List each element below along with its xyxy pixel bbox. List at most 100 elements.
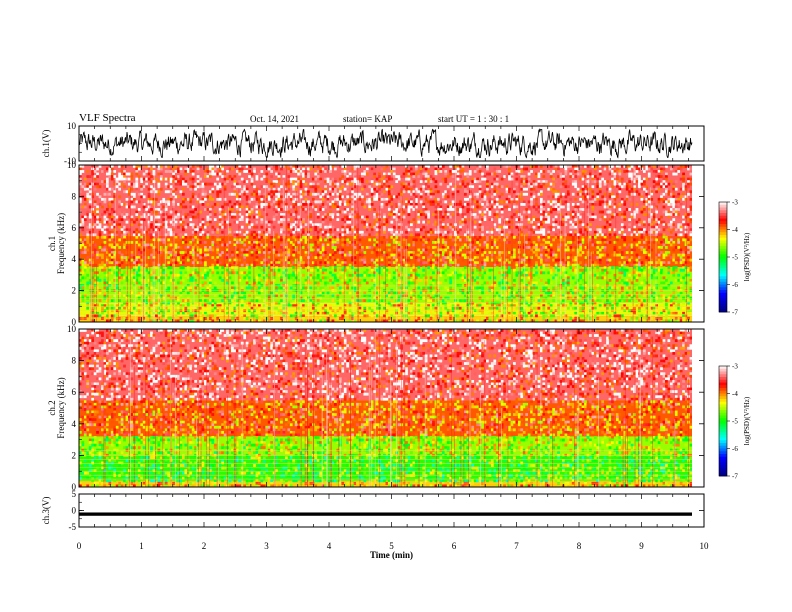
spectrogram-cell xyxy=(341,218,345,222)
spectrogram-cell xyxy=(603,215,607,219)
spectrogram-cell xyxy=(618,261,622,265)
spectrogram-cell xyxy=(618,208,622,211)
spectrogram-cell xyxy=(537,192,541,196)
spectrogram-cell xyxy=(672,185,676,189)
spectrogram-cell xyxy=(233,233,237,237)
spectrogram-cell xyxy=(245,213,249,216)
spectrogram-cell xyxy=(620,228,624,232)
spectrogram-cell xyxy=(669,220,673,224)
spectrogram-cell xyxy=(201,202,205,206)
spectrogram-cell xyxy=(689,266,693,270)
spectrogram-cell xyxy=(407,213,411,216)
spectrogram-cell xyxy=(446,213,450,216)
spectrogram-cell xyxy=(321,235,325,239)
spectrogram-cell xyxy=(196,213,200,216)
spectrogram-cell xyxy=(96,172,99,176)
spectrogram-cell xyxy=(662,210,666,214)
spectrogram-cell xyxy=(184,251,188,254)
spectrogram-cell xyxy=(334,240,337,244)
spectrogram-cell xyxy=(103,235,107,239)
spectrogram-cell xyxy=(628,165,631,168)
spectrogram-cell xyxy=(495,213,499,216)
spectrogram-cell xyxy=(407,187,411,191)
spectrogram-cell xyxy=(407,170,411,173)
spectrogram-cell xyxy=(262,268,266,272)
spectrogram-cell xyxy=(576,167,580,171)
spectrogram-cell xyxy=(387,261,391,265)
spectrogram-cell xyxy=(576,213,580,216)
spectrogram-cell xyxy=(647,218,651,222)
spectrogram-cell xyxy=(245,251,249,254)
spectrogram-cell xyxy=(633,248,636,252)
spectrogram-cell xyxy=(520,258,524,262)
spectrogram-cell xyxy=(532,253,536,257)
spectrogram-cell xyxy=(471,261,475,265)
spectrogram-cell xyxy=(532,251,536,254)
spectrogram-cell xyxy=(137,233,141,237)
spectrogram-cell xyxy=(135,256,139,259)
spectrogram-cell xyxy=(400,208,403,211)
spectrogram-cell xyxy=(606,205,609,209)
spectrogram-cell xyxy=(233,192,237,196)
spectrogram-cell xyxy=(574,223,578,227)
spectrogram-cell xyxy=(338,195,342,199)
spectrogram-cell xyxy=(118,230,121,234)
spectrogram-cell xyxy=(137,208,141,211)
spectrogram-cell xyxy=(390,261,394,265)
spectrogram-cell xyxy=(486,187,489,191)
spectrogram-cell xyxy=(321,248,325,252)
spectrogram-cell xyxy=(108,243,112,247)
spectrogram-cell xyxy=(341,251,345,254)
spectrogram-cell xyxy=(387,187,391,191)
spectrogram-cell xyxy=(615,167,619,171)
spectrogram-cell xyxy=(152,225,156,229)
spectrogram-cell xyxy=(640,220,644,224)
spectrogram-cell xyxy=(321,253,325,257)
spectrogram-cell xyxy=(204,253,207,257)
spectrogram-cell xyxy=(603,202,607,206)
spectrogram-cell xyxy=(615,235,619,239)
spectrogram-cell xyxy=(593,235,597,239)
spectrogram-cell xyxy=(390,202,394,206)
spectrogram-cell xyxy=(539,185,543,189)
spectrogram-cell xyxy=(206,218,210,222)
spectrogram-cell xyxy=(537,223,541,227)
spectrogram-cell xyxy=(429,195,433,199)
spectrogram-cell xyxy=(177,167,180,171)
spectrogram-cell xyxy=(172,202,175,206)
spectrogram-cell xyxy=(294,165,298,168)
spectrogram-cell xyxy=(184,167,188,171)
spectrogram-cell xyxy=(434,197,438,201)
spectrogram-cell xyxy=(515,177,519,181)
spectrogram-cell xyxy=(79,197,82,201)
spectrogram-cell xyxy=(635,243,639,247)
spectrogram-cell xyxy=(397,246,401,249)
spectrogram-cell xyxy=(422,208,426,211)
spectrogram-cell xyxy=(552,205,555,209)
spectrogram-cell xyxy=(468,170,472,173)
spectrogram-cell xyxy=(633,213,636,216)
spectrogram-cell xyxy=(456,243,460,247)
spectrogram-cell xyxy=(147,187,151,191)
spectrogram-cell xyxy=(500,200,504,204)
spectrogram-cell xyxy=(248,213,251,216)
spectrogram-cell xyxy=(498,195,502,199)
spectrogram-cell xyxy=(164,177,168,181)
spectrogram-cell xyxy=(603,197,607,201)
spectrogram-cell xyxy=(547,225,551,229)
spectrogram-cell xyxy=(172,200,175,204)
spectrogram-cell xyxy=(316,200,320,204)
spectrogram-cell xyxy=(383,213,386,216)
spectrogram-cell xyxy=(535,200,538,204)
spectrogram-cell xyxy=(118,187,121,191)
spectrogram-cell xyxy=(297,263,300,267)
spectrogram-cell xyxy=(441,213,445,216)
spectrogram-cell xyxy=(120,177,124,181)
spectrogram-cell xyxy=(130,175,134,178)
spectrogram-cell xyxy=(240,263,244,267)
spectrogram-cell xyxy=(397,210,401,214)
spectrogram-cell xyxy=(638,167,641,171)
spectrogram-cell xyxy=(150,271,153,275)
spectrogram-cell xyxy=(667,192,671,196)
spectrogram-cell xyxy=(400,268,403,272)
